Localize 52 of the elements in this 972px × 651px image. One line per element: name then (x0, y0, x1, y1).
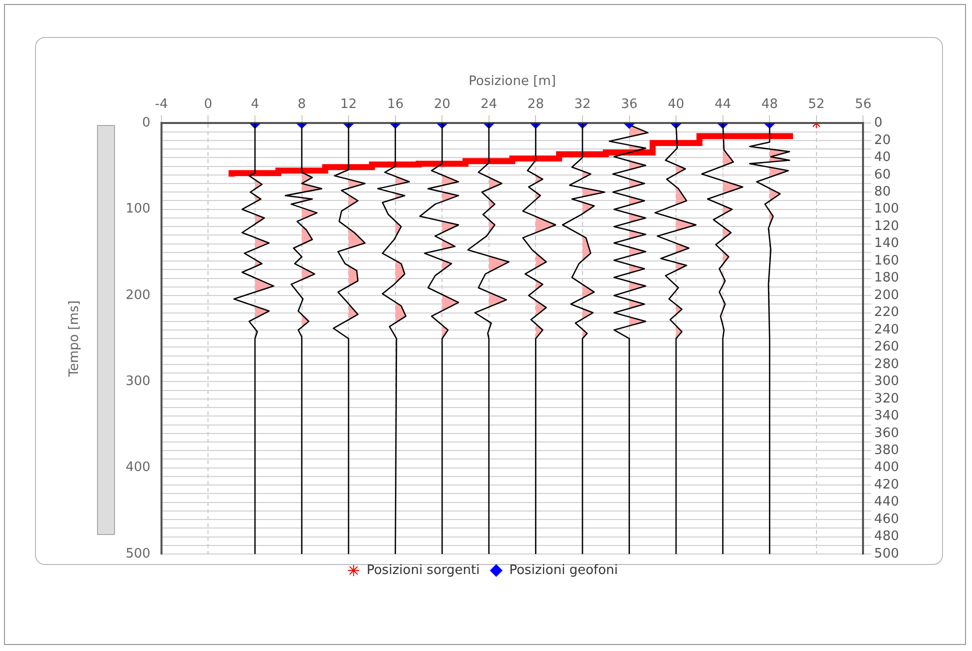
y-tick-label: 500 (126, 546, 150, 562)
y2-tick-label: 280 (874, 356, 900, 372)
x-tick-label: -4 (154, 96, 168, 112)
y2-tick-label: 120 (874, 218, 900, 234)
y-axis-title: Tempo [ms] (67, 300, 82, 378)
y-tick-label: 200 (126, 288, 150, 303)
x-tick-label: 0 (204, 96, 212, 112)
y2-tick-label: 480 (874, 529, 900, 544)
x-tick-label: 52 (808, 96, 825, 112)
x-tick-label: 4 (250, 96, 260, 112)
x-tick-label: 32 (574, 96, 591, 112)
y2-tick-label: 0 (874, 116, 882, 131)
y-tick-label: 0 (142, 116, 150, 131)
y2-tick-label: 320 (874, 391, 900, 406)
y2-tick-label: 80 (874, 184, 891, 200)
y2-tick-label: 200 (874, 288, 900, 303)
x-tick-label: 24 (480, 96, 498, 112)
x-tick-label: 28 (527, 96, 544, 112)
y2-tick-label: 240 (874, 322, 900, 338)
y2-tick-label: 440 (874, 494, 900, 510)
x-tick-label: 20 (434, 96, 450, 112)
x-tick-label: 8 (298, 96, 306, 112)
y-tick-label: 100 (126, 202, 150, 217)
y2-tick-label: 500 (874, 546, 900, 562)
x-axis-title: Posizione [m] (468, 74, 556, 90)
x-tick-label: 40 (668, 96, 684, 112)
y2-tick-label: 420 (874, 477, 900, 492)
y2-tick-label: 460 (874, 512, 900, 527)
y2-tick-label: 180 (874, 270, 900, 286)
y2-tick-label: 20 (874, 132, 891, 148)
x-tick-label: 44 (714, 96, 732, 112)
y2-tick-label: 260 (874, 340, 900, 355)
legend-label: Posizioni sorgenti (366, 562, 480, 578)
y2-tick-label: 140 (874, 236, 900, 252)
y2-tick-label: 340 (874, 408, 900, 424)
y2-tick-label: 100 (874, 202, 900, 217)
y2-tick-label: 60 (874, 167, 891, 182)
y2-tick-label: 360 (874, 426, 900, 441)
x-tick-label: 36 (620, 96, 638, 112)
y2-tick-label: 160 (874, 253, 900, 268)
x-tick-label: 16 (387, 96, 404, 112)
x-tick-label: 56 (854, 96, 872, 112)
x-tick-label: 48 (761, 96, 778, 112)
y-tick-label: 400 (126, 460, 150, 476)
y2-tick-label: 380 (874, 442, 900, 458)
y2-tick-label: 300 (874, 374, 900, 390)
legend-label: Posizioni geofoni (509, 562, 618, 578)
x-tick-label: 12 (340, 96, 357, 112)
y2-tick-label: 220 (874, 305, 900, 320)
y2-tick-label: 400 (874, 460, 900, 476)
y-tick-label: 300 (126, 374, 150, 390)
y2-tick-label: 40 (874, 150, 891, 166)
